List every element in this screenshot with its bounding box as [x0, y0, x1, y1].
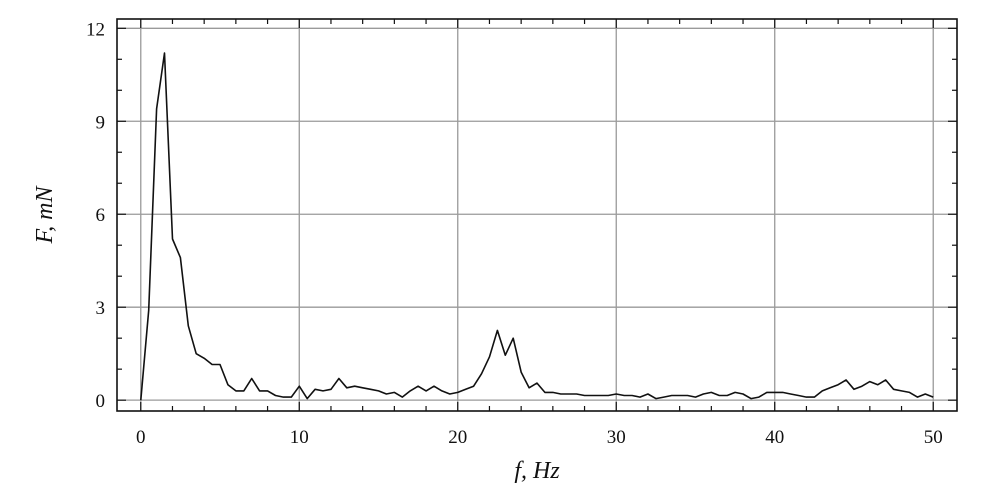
y-tick-label: 9	[96, 112, 106, 133]
grid-layer	[117, 19, 957, 411]
x-tick-label: 20	[448, 427, 467, 448]
y-tick-label: 12	[86, 19, 105, 40]
plot-frame	[116, 18, 958, 412]
x-tick-label: 30	[607, 427, 626, 448]
x-tick-label: 50	[924, 427, 943, 448]
x-axis-title: f, Hz	[514, 458, 560, 484]
y-tick-label: 6	[96, 205, 106, 226]
tick-layer	[117, 19, 957, 411]
y-tick-label: 3	[96, 298, 106, 319]
y-tick-label: 0	[96, 391, 106, 412]
y-axis-title: F, mN	[32, 185, 58, 245]
series-line	[140, 52, 934, 401]
x-tick-label: 40	[765, 427, 784, 448]
x-tick-label: 0	[136, 427, 146, 448]
x-tick-label: 10	[290, 427, 309, 448]
series-layer	[140, 52, 934, 401]
tick-label-layer: 0 10 20 30 40 50 0 3 6 9 12	[86, 19, 943, 448]
